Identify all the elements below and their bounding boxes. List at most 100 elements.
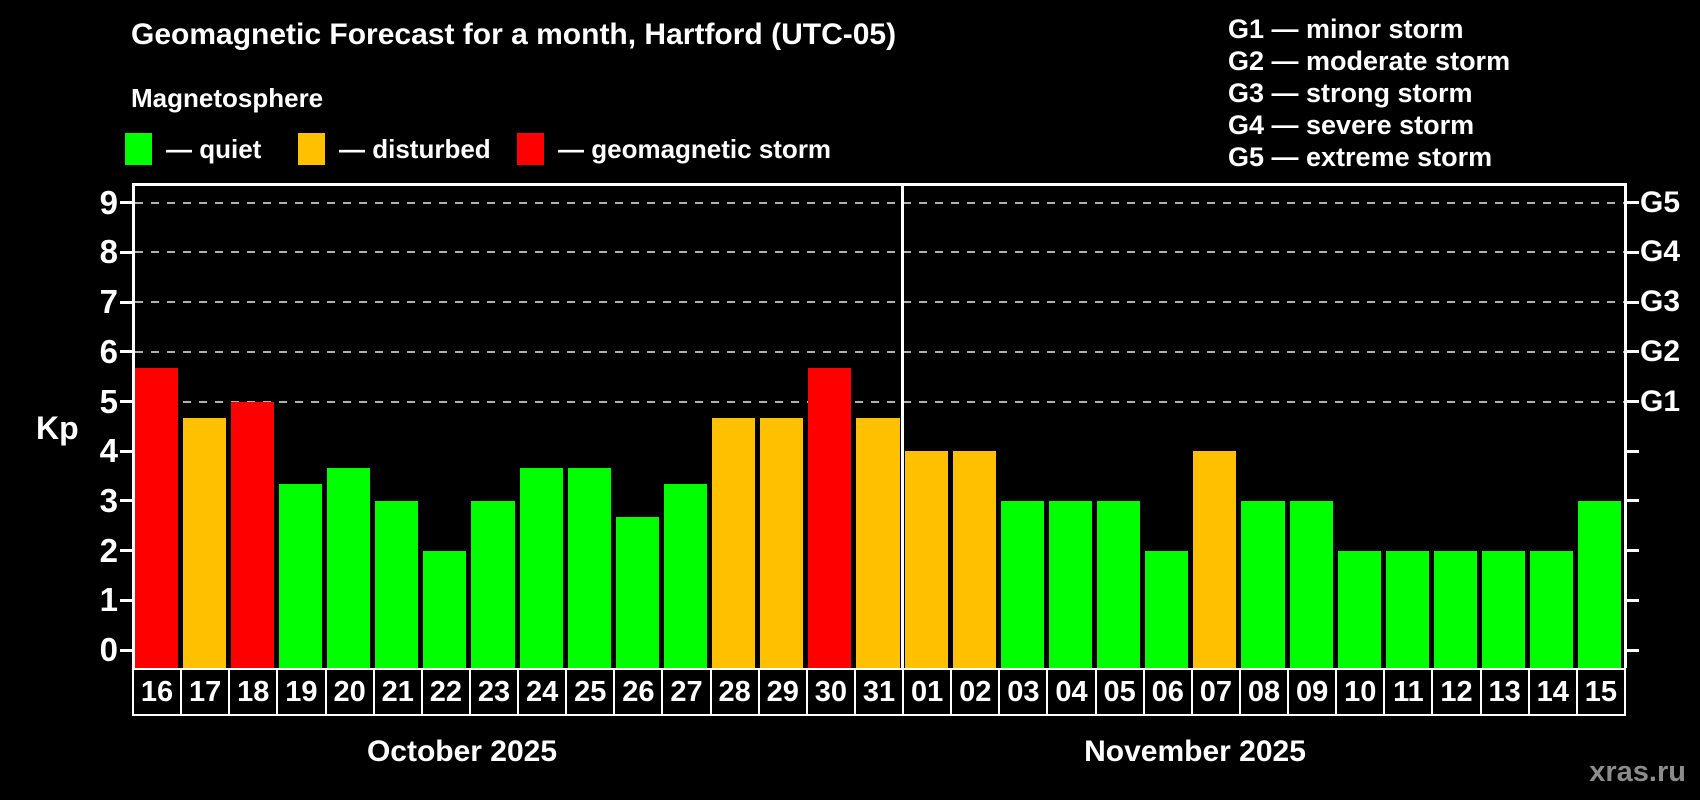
kp-bar-22 — [423, 550, 467, 668]
y-axis-right — [1624, 183, 1627, 668]
kp-tick-right — [1627, 499, 1639, 503]
kp-gridline — [135, 301, 1624, 304]
kp-tick-left — [120, 400, 132, 403]
kp-tick-right — [1627, 201, 1639, 205]
kp-tick-label: 0 — [99, 631, 118, 668]
kp-tick-label: 6 — [99, 332, 118, 370]
kp-tick-left — [120, 300, 132, 304]
kp-tick-left — [120, 350, 132, 354]
day-label: 04 — [1046, 668, 1097, 716]
day-label: 31 — [853, 668, 905, 716]
kp-bar-05 — [1097, 500, 1141, 668]
day-label: 03 — [998, 668, 1049, 716]
kp-tick-label: 4 — [99, 432, 118, 470]
kp-bar-23 — [471, 500, 515, 668]
day-label: 21 — [372, 668, 423, 716]
storm-scale-legend-line: G5 — extreme storm — [1228, 142, 1493, 172]
kp-bar-15 — [1578, 500, 1622, 668]
kp-tick-label: 7 — [99, 283, 118, 321]
month-label: November 2025 — [1084, 735, 1306, 768]
kp-bar-06 — [1145, 550, 1189, 668]
legend-item-quiet: — quiet — [125, 133, 261, 165]
day-label: 06 — [1142, 668, 1193, 716]
kp-bar-26 — [615, 517, 659, 668]
legend-item-disturbed: — disturbed — [298, 133, 491, 165]
quiet-color-swatch — [125, 133, 152, 165]
kp-bar-31 — [856, 417, 900, 668]
legend-label-disturbed: — disturbed — [339, 133, 491, 164]
kp-bar-14 — [1530, 550, 1574, 668]
storm-color-swatch — [517, 133, 544, 165]
kp-axis-label: Kp — [36, 410, 79, 446]
day-label: 22 — [420, 668, 471, 716]
kp-bar-01 — [904, 451, 948, 668]
kp-bar-02 — [952, 451, 996, 668]
y-axis-left — [132, 183, 135, 668]
day-label: 30 — [805, 668, 856, 716]
kp-gridline — [135, 400, 1624, 403]
storm-scale-legend-line: G1 — minor storm — [1228, 14, 1464, 44]
kp-bar-13 — [1482, 550, 1526, 668]
kp-tick-right — [1627, 350, 1639, 354]
kp-tick-right — [1627, 400, 1639, 403]
kp-bar-16 — [134, 368, 178, 668]
kp-bar-24 — [519, 467, 563, 668]
day-label: 28 — [709, 668, 760, 716]
day-label: 23 — [468, 668, 520, 716]
legend-item-storm: — geomagnetic storm — [517, 133, 831, 165]
day-label: 25 — [565, 668, 616, 716]
kp-bar-12 — [1433, 550, 1478, 668]
kp-tick-right — [1627, 300, 1639, 304]
kp-tick-label: 2 — [99, 531, 118, 569]
kp-bar-30 — [808, 368, 852, 668]
kp-tick-left — [120, 549, 132, 553]
day-label: 29 — [757, 668, 808, 716]
kp-tick-left — [120, 449, 132, 453]
kp-bar-10 — [1337, 550, 1381, 668]
g-scale-label: G2 — [1640, 334, 1681, 368]
g-scale-label: G1 — [1640, 384, 1681, 418]
legend-label-quiet: — quiet — [166, 133, 262, 164]
watermark: xras.ru — [1589, 756, 1686, 788]
day-label: 15 — [1575, 668, 1626, 716]
storm-scale-legend: G1 — minor storm G2 — moderate storm G3 — … — [1228, 13, 1510, 173]
kp-tick-label: 8 — [99, 233, 118, 271]
kp-bar-27 — [663, 484, 708, 668]
storm-scale-legend-line: G2 — moderate storm — [1228, 46, 1511, 76]
page-title: Geomagnetic Forecast for a month, Hartfo… — [131, 18, 897, 51]
kp-bar-19 — [278, 484, 322, 668]
day-label: 09 — [1287, 668, 1338, 716]
disturbed-color-swatch — [298, 133, 325, 165]
kp-bar-17 — [182, 417, 226, 668]
kp-bar-03 — [1000, 500, 1044, 668]
storm-scale-legend-line: G3 — strong storm — [1228, 78, 1473, 108]
kp-tick-left — [120, 250, 132, 254]
kp-tick-label: 1 — [99, 581, 118, 619]
g-scale-label: G3 — [1640, 285, 1681, 319]
day-label: 01 — [902, 668, 953, 716]
day-label: 24 — [517, 668, 568, 716]
day-label: 12 — [1431, 668, 1482, 716]
kp-tick-right — [1627, 549, 1639, 553]
kp-bar-29 — [760, 417, 804, 668]
kp-tick-right — [1627, 648, 1639, 652]
kp-gridline — [135, 350, 1624, 353]
kp-tick-right — [1627, 449, 1639, 453]
kp-tick-label: 5 — [99, 382, 118, 420]
kp-bar-11 — [1385, 550, 1429, 668]
kp-bar-04 — [1048, 500, 1093, 668]
kp-tick-left — [120, 648, 132, 652]
day-label: 02 — [950, 668, 1001, 716]
day-label: 20 — [324, 668, 375, 716]
kp-bar-20 — [327, 467, 371, 668]
day-label: 13 — [1479, 668, 1530, 716]
month-label: October 2025 — [366, 735, 558, 768]
day-label: 08 — [1238, 668, 1290, 716]
kp-bar-21 — [375, 500, 419, 668]
legend-label-storm: — geomagnetic storm — [558, 133, 832, 164]
kp-tick-left — [120, 201, 132, 205]
kp-tick-left — [120, 499, 132, 503]
kp-bar-28 — [712, 417, 756, 668]
kp-tick-right — [1627, 250, 1639, 254]
